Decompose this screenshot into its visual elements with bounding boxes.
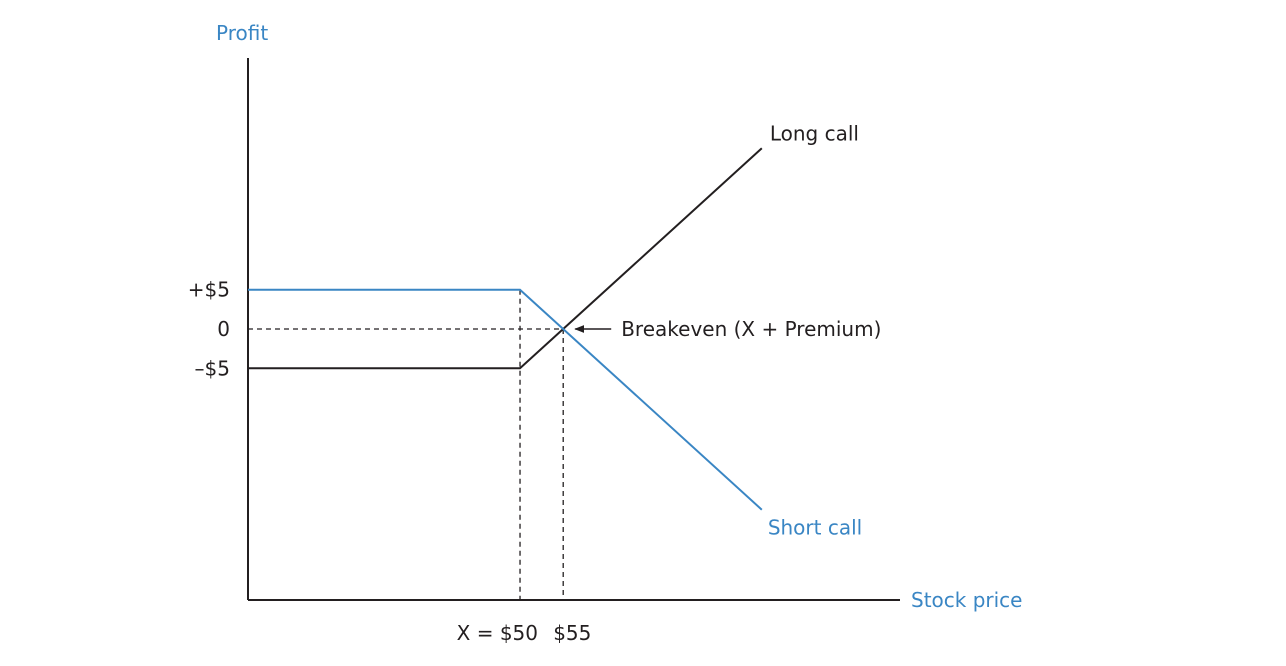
y-tick-label-zero: 0 [217,317,230,341]
long-call-label: Long call [770,121,859,145]
x-axis-title: Stock price [911,588,1022,612]
y-tick-label-plus-5: +$5 [188,278,230,302]
y-tick-label-minus-5: –$5 [195,356,230,380]
short-call-label: Short call [768,516,862,540]
x-tick-label-55: $55 [553,621,591,645]
y-axis-title: Profit [216,21,268,45]
short-call-line [248,288,763,511]
breakeven-annotation: Breakeven (X + Premium) [621,317,881,341]
x-tick-label-strike: X = $50 [457,621,538,645]
long-call-line [248,147,763,370]
